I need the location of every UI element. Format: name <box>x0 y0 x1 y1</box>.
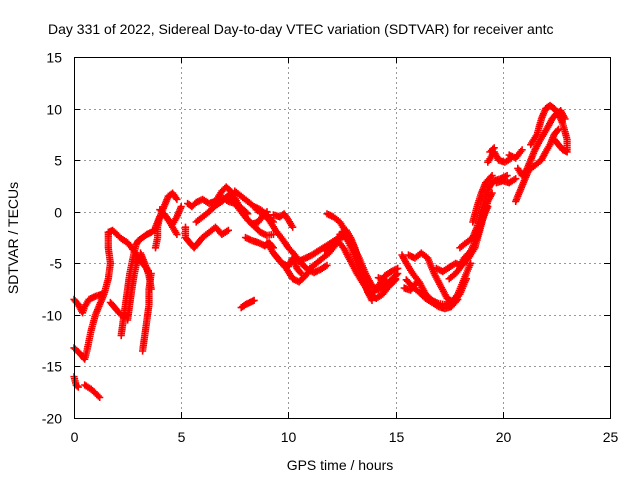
x-tick-label: 25 <box>603 429 619 445</box>
data-point <box>173 230 181 238</box>
data-point <box>553 126 562 135</box>
y-tick-label: -10 <box>42 308 62 324</box>
x-tick-label: 10 <box>281 429 297 445</box>
y-tick-label: -5 <box>50 256 63 272</box>
data-point <box>413 278 421 286</box>
data-point <box>518 146 526 154</box>
x-tick-label: 5 <box>178 429 186 445</box>
axis-ticks <box>74 57 611 419</box>
grid <box>74 57 610 418</box>
chart-title: Day 331 of 2022, Sidereal Day-to-day VTE… <box>48 21 554 37</box>
data-point <box>490 144 498 152</box>
x-axis-label: GPS time / hours <box>287 457 394 473</box>
data-point <box>96 393 104 401</box>
x-tick-label: 0 <box>71 429 79 445</box>
data-point <box>487 173 495 181</box>
data-point <box>298 256 306 264</box>
y-tick-label: 10 <box>46 102 62 118</box>
data-point <box>563 148 571 156</box>
data-point <box>512 175 520 183</box>
data-point <box>94 392 102 400</box>
data-point <box>289 223 297 231</box>
series-sdtvar <box>70 101 571 401</box>
y-tick-label: 15 <box>46 50 62 66</box>
y-tick-label: 5 <box>54 153 62 169</box>
x-tick-label: 15 <box>389 429 405 445</box>
y-axis-tick-labels: -20 -15 -10 -5 0 5 10 15 <box>42 50 62 427</box>
data-point <box>323 261 331 269</box>
y-axis-label: SDTVAR / TECUs <box>5 182 21 294</box>
data-point <box>392 275 400 283</box>
data-point <box>224 226 232 234</box>
data-point <box>296 268 304 276</box>
data-point <box>488 172 496 180</box>
data-series <box>70 101 571 401</box>
data-point <box>297 270 305 278</box>
data-point <box>172 194 180 202</box>
y-tick-label: 0 <box>54 205 62 221</box>
data-point <box>173 195 181 203</box>
data-point <box>462 275 470 283</box>
y-tick-label: -20 <box>42 411 62 427</box>
data-point <box>74 383 82 391</box>
y-tick-label: -15 <box>42 359 62 375</box>
data-point <box>394 264 402 272</box>
x-axis-tick-labels: 0 5 10 15 20 25 <box>71 429 619 445</box>
plot-frame <box>74 57 611 419</box>
x-tick-label: 20 <box>496 429 512 445</box>
data-point <box>177 203 185 211</box>
data-point <box>250 296 258 304</box>
data-point <box>503 172 511 180</box>
data-point <box>489 145 497 153</box>
data-point <box>390 276 399 284</box>
data-point <box>484 203 492 211</box>
data-point <box>147 270 155 278</box>
